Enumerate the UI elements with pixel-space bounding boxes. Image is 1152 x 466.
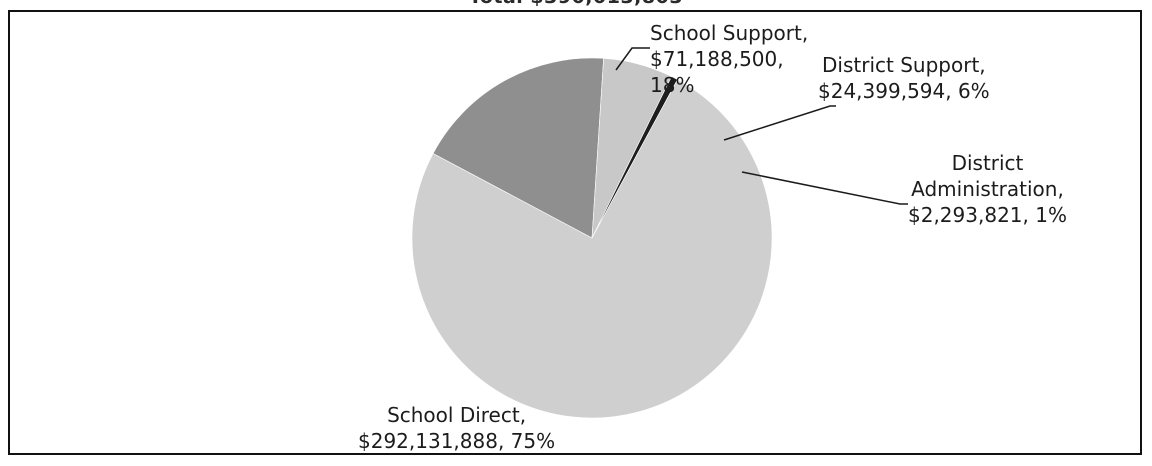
data-label-district-administration: District Administration, $2,293,821, 1% [908,151,1067,227]
pie-slice-school-support [432,57,604,239]
data-label-district-support: District Support, $24,399,594, 6% [818,53,990,103]
leader-line-district-administration [741,171,908,205]
leader-line-district-support [723,105,836,141]
data-label-school-support: School Support, $71,188,500, 18% [650,21,809,97]
pie-slice-school-direct [411,79,773,419]
leader-line-school-support [615,47,650,71]
leader-lines [615,47,908,205]
chart-caption: Total $390,013,803 [0,0,1152,8]
data-label-school-direct: School Direct, $292,131,888, 75% [358,403,556,453]
pie-slices [411,57,773,419]
